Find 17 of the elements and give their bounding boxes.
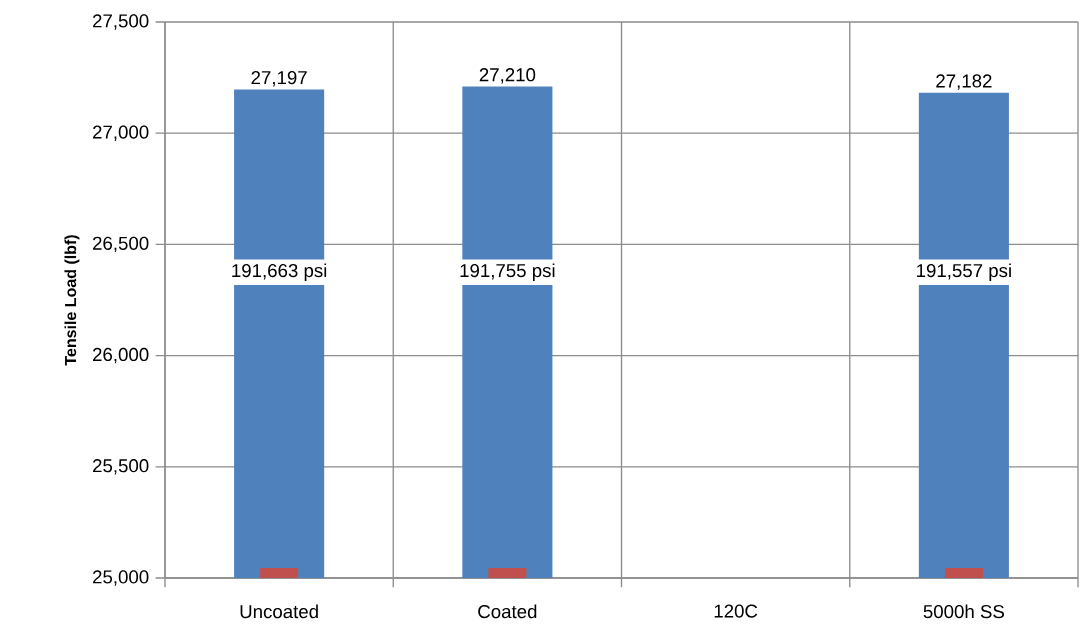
annotation: 191,755 psi xyxy=(460,263,555,281)
data-label: 27,182 xyxy=(936,74,992,90)
annotation: 191,663 psi xyxy=(232,263,327,281)
y-tick-label: 26,000 xyxy=(93,347,149,364)
y-tick-label: 26,500 xyxy=(93,236,149,253)
data-label: 27,210 xyxy=(479,68,536,84)
x-tick-label: 120C xyxy=(714,604,758,618)
y-tick-label: 27,000 xyxy=(93,125,149,141)
x-tick-label: 5000h SS xyxy=(923,604,1004,619)
x-tick-label: Uncoated xyxy=(240,604,318,619)
data-label: 27,197 xyxy=(251,71,307,87)
y-axis-title: Tensile Load (lbf) xyxy=(64,235,80,366)
y-tick-label: 27,500 xyxy=(93,14,149,30)
x-tick-label: Coated xyxy=(478,604,537,619)
annotation: 191,557 psi xyxy=(917,263,1011,281)
y-tick-label: 25,000 xyxy=(93,570,149,586)
y-tick-label: 25,500 xyxy=(93,459,149,475)
